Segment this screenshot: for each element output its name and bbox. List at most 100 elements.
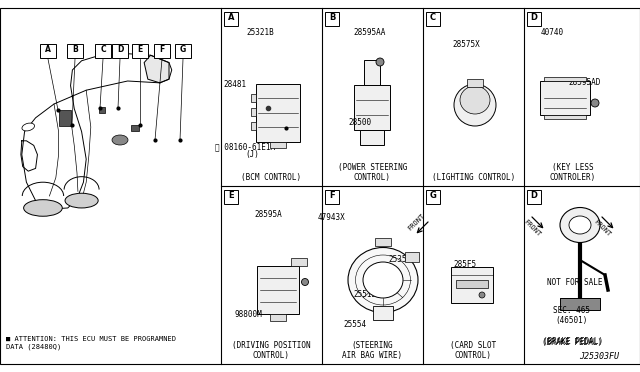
Ellipse shape bbox=[569, 216, 591, 234]
Text: 40740: 40740 bbox=[540, 28, 564, 37]
Bar bbox=[540, 81, 590, 115]
Text: FRONT: FRONT bbox=[407, 212, 426, 232]
Bar bbox=[154, 44, 170, 58]
Ellipse shape bbox=[454, 84, 496, 126]
Text: A: A bbox=[45, 45, 51, 54]
Text: FRONT: FRONT bbox=[522, 219, 541, 238]
Bar bbox=[175, 44, 191, 58]
Text: ■ ATTENTION: THIS ECU MUST BE PROGRAMNED
DATA (28480Q): ■ ATTENTION: THIS ECU MUST BE PROGRAMNED… bbox=[6, 336, 176, 350]
Bar bbox=[67, 44, 83, 58]
Bar bbox=[257, 266, 299, 314]
Text: ⓘ 08160-61E1A: ⓘ 08160-61E1A bbox=[215, 142, 275, 151]
Text: 28595A: 28595A bbox=[254, 210, 282, 219]
Ellipse shape bbox=[301, 279, 308, 285]
Bar bbox=[375, 238, 391, 246]
Bar bbox=[325, 12, 339, 26]
Bar bbox=[426, 12, 440, 26]
Bar bbox=[251, 122, 256, 130]
Text: (LIGHTING CONTROL): (LIGHTING CONTROL) bbox=[432, 173, 515, 182]
Text: 28575X: 28575X bbox=[452, 40, 480, 49]
Bar bbox=[224, 190, 238, 204]
Bar bbox=[224, 12, 238, 26]
Bar bbox=[325, 190, 339, 204]
Bar bbox=[364, 60, 380, 85]
Bar bbox=[131, 125, 139, 131]
Text: (BRAKE PEDAL): (BRAKE PEDAL) bbox=[543, 337, 603, 346]
Bar bbox=[270, 314, 286, 321]
Bar bbox=[373, 306, 393, 320]
Text: G: G bbox=[180, 45, 186, 54]
Text: 28595AA: 28595AA bbox=[354, 28, 386, 37]
Text: (STEERING
AIR BAG WIRE): (STEERING AIR BAG WIRE) bbox=[342, 341, 403, 360]
Bar bbox=[291, 258, 307, 266]
Bar bbox=[354, 85, 390, 130]
Bar bbox=[467, 79, 483, 87]
Text: C: C bbox=[430, 13, 436, 22]
Text: SEC. 465: SEC. 465 bbox=[554, 306, 591, 315]
Text: 25321B: 25321B bbox=[246, 28, 274, 37]
Bar bbox=[256, 84, 300, 142]
Bar bbox=[405, 252, 419, 262]
Text: NOT FOR SALE: NOT FOR SALE bbox=[547, 278, 603, 287]
Text: 28500: 28500 bbox=[348, 118, 372, 127]
Bar bbox=[560, 298, 600, 310]
Text: J25303FU: J25303FU bbox=[579, 352, 619, 361]
Ellipse shape bbox=[348, 247, 418, 312]
Text: D: D bbox=[531, 13, 538, 22]
Bar bbox=[544, 115, 586, 119]
Polygon shape bbox=[144, 55, 169, 83]
Text: E: E bbox=[138, 45, 143, 54]
Bar bbox=[40, 44, 56, 58]
Text: B: B bbox=[329, 13, 335, 22]
Bar bbox=[527, 12, 541, 26]
Text: E: E bbox=[228, 191, 234, 200]
Text: (CARD SLOT
CONTROL): (CARD SLOT CONTROL) bbox=[451, 341, 497, 360]
Ellipse shape bbox=[591, 99, 599, 107]
Bar bbox=[95, 44, 111, 58]
Bar bbox=[112, 44, 128, 58]
Text: 28481: 28481 bbox=[223, 80, 246, 89]
Ellipse shape bbox=[376, 58, 384, 66]
Ellipse shape bbox=[560, 208, 600, 243]
Ellipse shape bbox=[65, 193, 98, 208]
Text: D: D bbox=[117, 45, 123, 54]
Text: (BRAKE PEDAL): (BRAKE PEDAL) bbox=[542, 338, 602, 347]
Text: 98800M: 98800M bbox=[234, 310, 262, 319]
Text: (J): (J) bbox=[245, 150, 259, 159]
Bar bbox=[451, 267, 493, 303]
Bar bbox=[99, 107, 105, 113]
Ellipse shape bbox=[24, 200, 62, 216]
Ellipse shape bbox=[479, 292, 485, 298]
Text: A: A bbox=[228, 13, 234, 22]
Text: (KEY LESS
CONTROLER): (KEY LESS CONTROLER) bbox=[550, 163, 596, 182]
Bar bbox=[426, 190, 440, 204]
Text: (46501): (46501) bbox=[556, 316, 588, 325]
Ellipse shape bbox=[363, 262, 403, 298]
Text: (DRIVING POSITION
CONTROL): (DRIVING POSITION CONTROL) bbox=[232, 341, 311, 360]
Text: (BCM CONTROL): (BCM CONTROL) bbox=[241, 173, 301, 182]
Ellipse shape bbox=[460, 86, 490, 114]
Bar bbox=[544, 77, 586, 81]
Text: 25515: 25515 bbox=[353, 290, 376, 299]
Text: 28595AD: 28595AD bbox=[569, 78, 601, 87]
Bar bbox=[251, 108, 256, 116]
Bar bbox=[360, 130, 384, 145]
Ellipse shape bbox=[112, 135, 128, 145]
Text: 47943X: 47943X bbox=[318, 213, 346, 222]
Bar bbox=[456, 280, 488, 288]
Text: 25353D: 25353D bbox=[388, 255, 416, 264]
Ellipse shape bbox=[22, 123, 35, 131]
Text: F: F bbox=[329, 191, 335, 200]
Text: C: C bbox=[100, 45, 106, 54]
Text: 285F5: 285F5 bbox=[453, 260, 477, 269]
Bar bbox=[527, 190, 541, 204]
Bar bbox=[270, 142, 286, 148]
Bar bbox=[59, 110, 71, 126]
Text: F: F bbox=[159, 45, 164, 54]
Bar bbox=[132, 44, 148, 58]
Text: G: G bbox=[429, 191, 436, 200]
Text: FRONT: FRONT bbox=[593, 219, 612, 238]
Text: D: D bbox=[531, 191, 538, 200]
Text: 25554: 25554 bbox=[344, 320, 367, 329]
Text: B: B bbox=[72, 45, 78, 54]
